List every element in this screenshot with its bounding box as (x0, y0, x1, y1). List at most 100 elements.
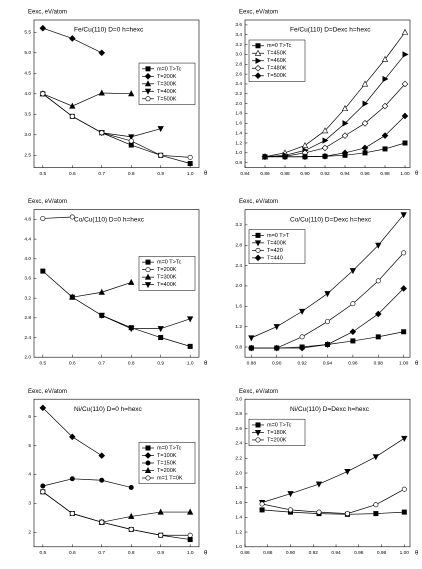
x-tick-label: 0.96 (348, 360, 358, 366)
x-tick-label: 0.5 (40, 550, 47, 556)
marker (341, 149, 349, 157)
marker (254, 240, 262, 247)
x-tick-label: 0.90 (286, 550, 296, 556)
marker (98, 452, 106, 459)
series-line (42, 491, 191, 540)
marker (187, 537, 193, 543)
marker (157, 326, 164, 333)
legend-label: T=150K (157, 460, 177, 466)
marker (69, 214, 75, 220)
marker (372, 454, 379, 461)
y-tick-label: 3.2 (235, 42, 242, 48)
marker (254, 254, 262, 262)
marker (401, 250, 407, 256)
y-tick-label: 1.2 (235, 140, 242, 146)
marker (342, 120, 349, 127)
marker (402, 140, 408, 146)
marker (361, 144, 369, 152)
marker (144, 73, 152, 80)
x-tick-label: 0.5 (40, 360, 47, 366)
y-tick-label: 4.8 (24, 217, 31, 223)
marker (381, 132, 389, 139)
x-tick-label: 1.0 (187, 171, 194, 177)
legend-label: T=500K (157, 96, 177, 102)
marker (381, 102, 389, 110)
y-tick-label: 3.6 (24, 276, 31, 282)
marker (98, 89, 105, 96)
x-axis-label: θ (415, 550, 419, 556)
x-axis-label: θ (415, 171, 419, 177)
x-tick-label: 0.98 (374, 360, 384, 366)
x-tick-label: 0.92 (320, 171, 330, 177)
marker (401, 112, 409, 120)
marker (158, 152, 164, 158)
marker (145, 96, 151, 102)
marker (144, 282, 152, 289)
marker (261, 153, 269, 161)
marker (321, 127, 329, 134)
marker (259, 501, 265, 507)
marker (401, 486, 407, 492)
legend-label: T=400K (157, 89, 177, 95)
marker (128, 526, 134, 532)
y-tick-label: 0.8 (235, 160, 242, 166)
y-tick-label: 2.2 (235, 91, 242, 97)
y-tick-label: 2.6 (235, 71, 242, 77)
x-tick-label: 0.8 (128, 550, 135, 556)
marker (145, 460, 151, 466)
legend-label: T=300K (157, 81, 177, 87)
x-tick-label: 0.88 (280, 171, 290, 177)
marker (255, 232, 261, 238)
chart-title: Fe/Cu(110) D=0 h=hexc (74, 27, 144, 34)
marker (128, 278, 135, 285)
y-tick-label: 4.0 (24, 256, 31, 262)
series-line (251, 252, 404, 349)
x-tick-label: 0.9 (157, 171, 164, 177)
legend-label: T=300K (157, 275, 177, 281)
marker (373, 511, 379, 517)
marker (350, 301, 356, 307)
x-tick-label: 0.88 (263, 550, 273, 556)
marker (362, 150, 368, 156)
marker (144, 88, 152, 95)
marker (362, 100, 369, 107)
y-tick-label: 2.8 (235, 242, 242, 248)
x-tick-label: 0.6 (69, 171, 76, 177)
y-tick-label: 2.2 (235, 456, 242, 462)
marker (298, 308, 306, 315)
legend-label: T=200K (157, 74, 177, 80)
x-tick-label: 1.00 (399, 360, 409, 366)
series-line (42, 491, 191, 536)
series-line (101, 315, 191, 330)
marker (145, 445, 151, 451)
marker (145, 66, 151, 72)
y-axis-label: Eexc, eV/atom (28, 389, 67, 395)
marker (39, 24, 47, 32)
series-line (42, 93, 191, 158)
x-tick-label: 0.90 (300, 171, 310, 177)
marker (255, 422, 261, 428)
x-tick-label: 0.94 (340, 171, 350, 177)
marker (400, 212, 407, 219)
x-tick-label: 0.7 (98, 171, 105, 177)
marker (99, 477, 105, 483)
marker (187, 154, 193, 160)
legend-label: T=200K (157, 267, 177, 273)
marker (322, 137, 329, 144)
marker (98, 288, 105, 295)
y-tick-label: 1.4 (235, 515, 242, 521)
legend-label: T=440 (267, 255, 283, 261)
y-tick-label: 0.8 (235, 344, 242, 350)
marker (144, 466, 152, 474)
x-tick-label: 1.0 (187, 550, 194, 556)
series-line (261, 488, 405, 514)
x-tick-label: 0.90 (272, 360, 282, 366)
x-tick-label: 0.5 (40, 171, 47, 177)
y-tick-label: 5.5 (24, 30, 31, 36)
marker (144, 452, 152, 459)
y-tick-label: 2 (28, 530, 31, 536)
x-tick-label: 0.92 (297, 360, 307, 366)
marker (382, 75, 389, 83)
marker (375, 278, 381, 284)
marker (401, 80, 409, 88)
